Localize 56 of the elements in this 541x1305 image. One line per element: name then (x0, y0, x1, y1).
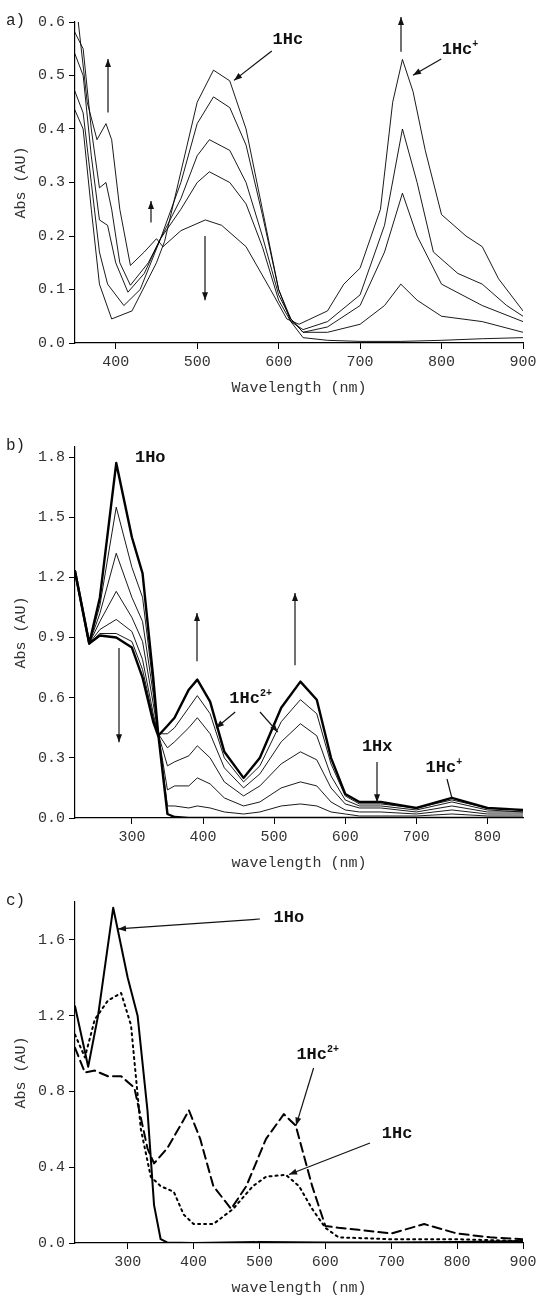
x-tick-label: 400 (102, 353, 130, 371)
y-tick-label: 1.2 (37, 569, 65, 587)
y-tick-label: 0.9 (37, 629, 65, 647)
x-axis-title: wavelength (nm) (231, 854, 367, 872)
y-tick-label: 0.1 (37, 281, 65, 299)
annotation: 1Hx (361, 736, 393, 756)
x-tick-label: 700 (346, 353, 374, 371)
y-axis-title: Abs (AU) (12, 1036, 30, 1109)
y-tick-label: 0.3 (37, 174, 65, 192)
y-tick-label: 0.3 (37, 749, 65, 767)
x-tick-label: 400 (180, 1253, 208, 1271)
x-tick-label: 500 (245, 1253, 273, 1271)
y-tick-label: 1.8 (37, 449, 65, 466)
x-tick-label: 900 (509, 1253, 537, 1271)
x-tick-label: 300 (114, 1253, 142, 1271)
x-tick-label: 700 (402, 828, 430, 846)
x-tick-label: 600 (331, 828, 359, 846)
y-tick-label: 1.2 (37, 1007, 65, 1025)
annotation: 1Hc (272, 29, 304, 49)
y-axis-title: Abs (AU) (12, 596, 30, 669)
x-axis-title: Wavelength (nm) (231, 379, 367, 397)
annotation: 1Ho (273, 907, 305, 927)
y-tick-label: 0.2 (37, 227, 65, 245)
annotation: 1Hc$^{+}$ (441, 38, 479, 59)
y-tick-label: 0.8 (37, 1083, 65, 1101)
y-tick-label: 1.6 (37, 931, 65, 949)
annotation: 1Ho (134, 447, 166, 467)
annotation: 1Hc$^{+}$ (425, 757, 463, 777)
chart-title: b) (6, 437, 26, 455)
x-tick-label: 900 (509, 353, 537, 371)
x-tick-label: 500 (183, 353, 211, 371)
annotation: 1Hc$^{2+}$ (229, 687, 272, 708)
y-tick-label: 0.0 (37, 809, 65, 827)
chart-title: c) (6, 892, 26, 910)
y-tick-label: 0.5 (37, 67, 65, 85)
y-tick-label: 0.4 (37, 1159, 65, 1177)
x-tick-label: 800 (428, 353, 456, 371)
x-tick-label: 400 (189, 828, 217, 846)
x-tick-label: 500 (260, 828, 288, 846)
x-tick-label: 800 (443, 1253, 471, 1271)
y-tick-label: 0.0 (37, 334, 65, 352)
annotation: 1Hc$^{2+}$ (296, 1043, 340, 1064)
x-tick-label: 700 (377, 1253, 405, 1271)
x-tick-label: 600 (311, 1253, 339, 1271)
chart-title: a) (6, 12, 26, 30)
x-tick-label: 600 (265, 353, 293, 371)
x-tick-label: 300 (118, 828, 146, 846)
y-axis-title: Abs (AU) (12, 146, 30, 219)
y-tick-label: 1.5 (37, 509, 65, 527)
x-axis-title: wavelength (nm) (231, 1279, 367, 1297)
y-tick-label: 0.4 (37, 120, 65, 138)
y-tick-label: 0.6 (37, 689, 65, 707)
y-tick-label: 0.0 (37, 1234, 65, 1252)
y-tick-label: 0.6 (37, 13, 65, 31)
x-tick-label: 800 (473, 828, 501, 846)
annotation: 1Hc (381, 1123, 413, 1143)
